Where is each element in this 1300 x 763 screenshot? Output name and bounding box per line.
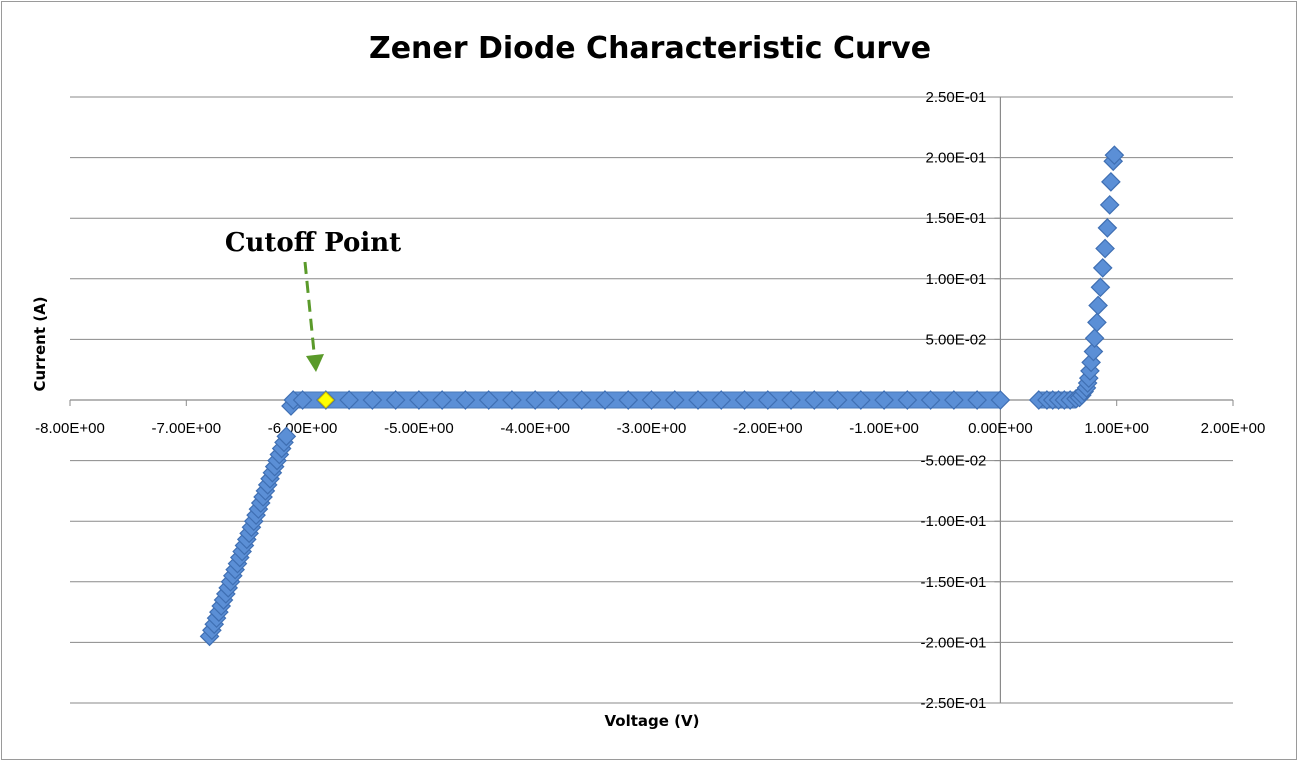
- y-tick-label-7: -1.00E-01: [921, 513, 987, 530]
- data-point-50: [618, 390, 639, 410]
- data-point-58: [804, 390, 825, 410]
- x-tick-label-1: -7.00E+00: [151, 420, 221, 437]
- data-point-47: [548, 390, 569, 410]
- y-axis-title: Current (A): [31, 296, 49, 391]
- data-point-66: [990, 390, 1011, 410]
- data-point-55: [734, 390, 755, 410]
- data-point-56: [757, 390, 778, 410]
- data-point-44: [478, 390, 499, 410]
- x-tick-label-0: -8.00E+00: [35, 420, 105, 437]
- data-point-57: [781, 390, 801, 410]
- data-point-51: [641, 390, 662, 410]
- x-tick-label-9: 1.00E+00: [1084, 420, 1149, 437]
- data-point-52: [664, 390, 685, 410]
- x-tick-labels: -8.00E+00 -7.00E+00 -6.00E+00 -5.00E+00 -4.0…: [35, 420, 1265, 437]
- data-point-90: [1099, 195, 1120, 215]
- data-point-53: [688, 390, 708, 410]
- data-points: [199, 145, 1125, 647]
- data-point-89: [1097, 218, 1118, 238]
- data-point-62: [897, 390, 918, 410]
- x-axis-title: Voltage (V): [605, 712, 700, 730]
- y-tick-label-2: 1.50E-01: [926, 210, 987, 227]
- x-tick-label-6: -2.00E+00: [733, 420, 803, 437]
- x-tick-label-8: 0.00E+00: [968, 420, 1033, 437]
- y-tick-labels: 2.50E-01 2.00E-01 1.50E-01 1.00E-01 5.00E-02…: [921, 89, 987, 712]
- data-point-60: [850, 390, 871, 410]
- data-point-63: [920, 390, 941, 410]
- chart-title: Zener Diode Characteristic Curve: [369, 31, 931, 66]
- data-point-40: [385, 390, 406, 410]
- y-tick-label-4: 5.00E-02: [926, 331, 987, 348]
- cutoff-arrow-shaft: [303, 261, 316, 353]
- x-tick-label-2: -6.00E+00: [268, 420, 338, 437]
- y-tick-label-1: 2.00E-01: [926, 150, 987, 167]
- data-point-33: [276, 426, 297, 447]
- data-point-61: [874, 390, 894, 410]
- y-tick-label-8: -1.50E-01: [921, 574, 987, 591]
- annotation: Cutoff Point: [225, 228, 401, 409]
- data-point-39: [362, 390, 383, 410]
- data-point-36: [292, 390, 313, 410]
- data-point-83: [1084, 328, 1105, 349]
- data-point-93: [1104, 145, 1125, 166]
- data-point-84: [1087, 312, 1107, 333]
- data-point-54: [711, 390, 732, 410]
- y-tick-label-6: -5.00E-02: [921, 453, 987, 470]
- cutoff-point-marker: [317, 391, 335, 409]
- data-point-38: [339, 390, 359, 410]
- y-tick-label-9: -2.00E-01: [921, 634, 987, 651]
- data-point-42: [432, 390, 453, 410]
- x-tick-label-4: -4.00E+00: [500, 420, 570, 437]
- data-point-48: [571, 390, 592, 410]
- y-tick-label-3: 1.00E-01: [926, 271, 987, 288]
- cutoff-point-label: Cutoff Point: [225, 228, 401, 258]
- data-point-64: [944, 390, 964, 410]
- x-tick-label-7: -1.00E+00: [849, 420, 919, 437]
- y-tick-label-10: -2.50E-01: [921, 695, 987, 712]
- data-point-86: [1090, 277, 1111, 298]
- data-point-46: [525, 390, 546, 410]
- x-tick-label-3: -5.00E+00: [384, 420, 454, 437]
- x-tick-label-10: 2.00E+00: [1201, 420, 1266, 437]
- y-tick-label-0: 2.50E-01: [926, 89, 987, 106]
- cutoff-arrow-head: [306, 354, 324, 372]
- data-point-65: [967, 390, 987, 410]
- data-point-88: [1095, 238, 1115, 259]
- x-tick-label-5: -3.00E+00: [617, 420, 687, 437]
- data-point-91: [1101, 171, 1121, 192]
- data-point-87: [1092, 258, 1113, 278]
- data-point-43: [455, 390, 476, 410]
- data-point-49: [595, 390, 615, 410]
- data-point-59: [827, 390, 848, 410]
- data-point-85: [1088, 295, 1108, 316]
- data-point-41: [409, 390, 429, 410]
- data-point-82: [1083, 341, 1104, 362]
- data-point-45: [502, 390, 522, 410]
